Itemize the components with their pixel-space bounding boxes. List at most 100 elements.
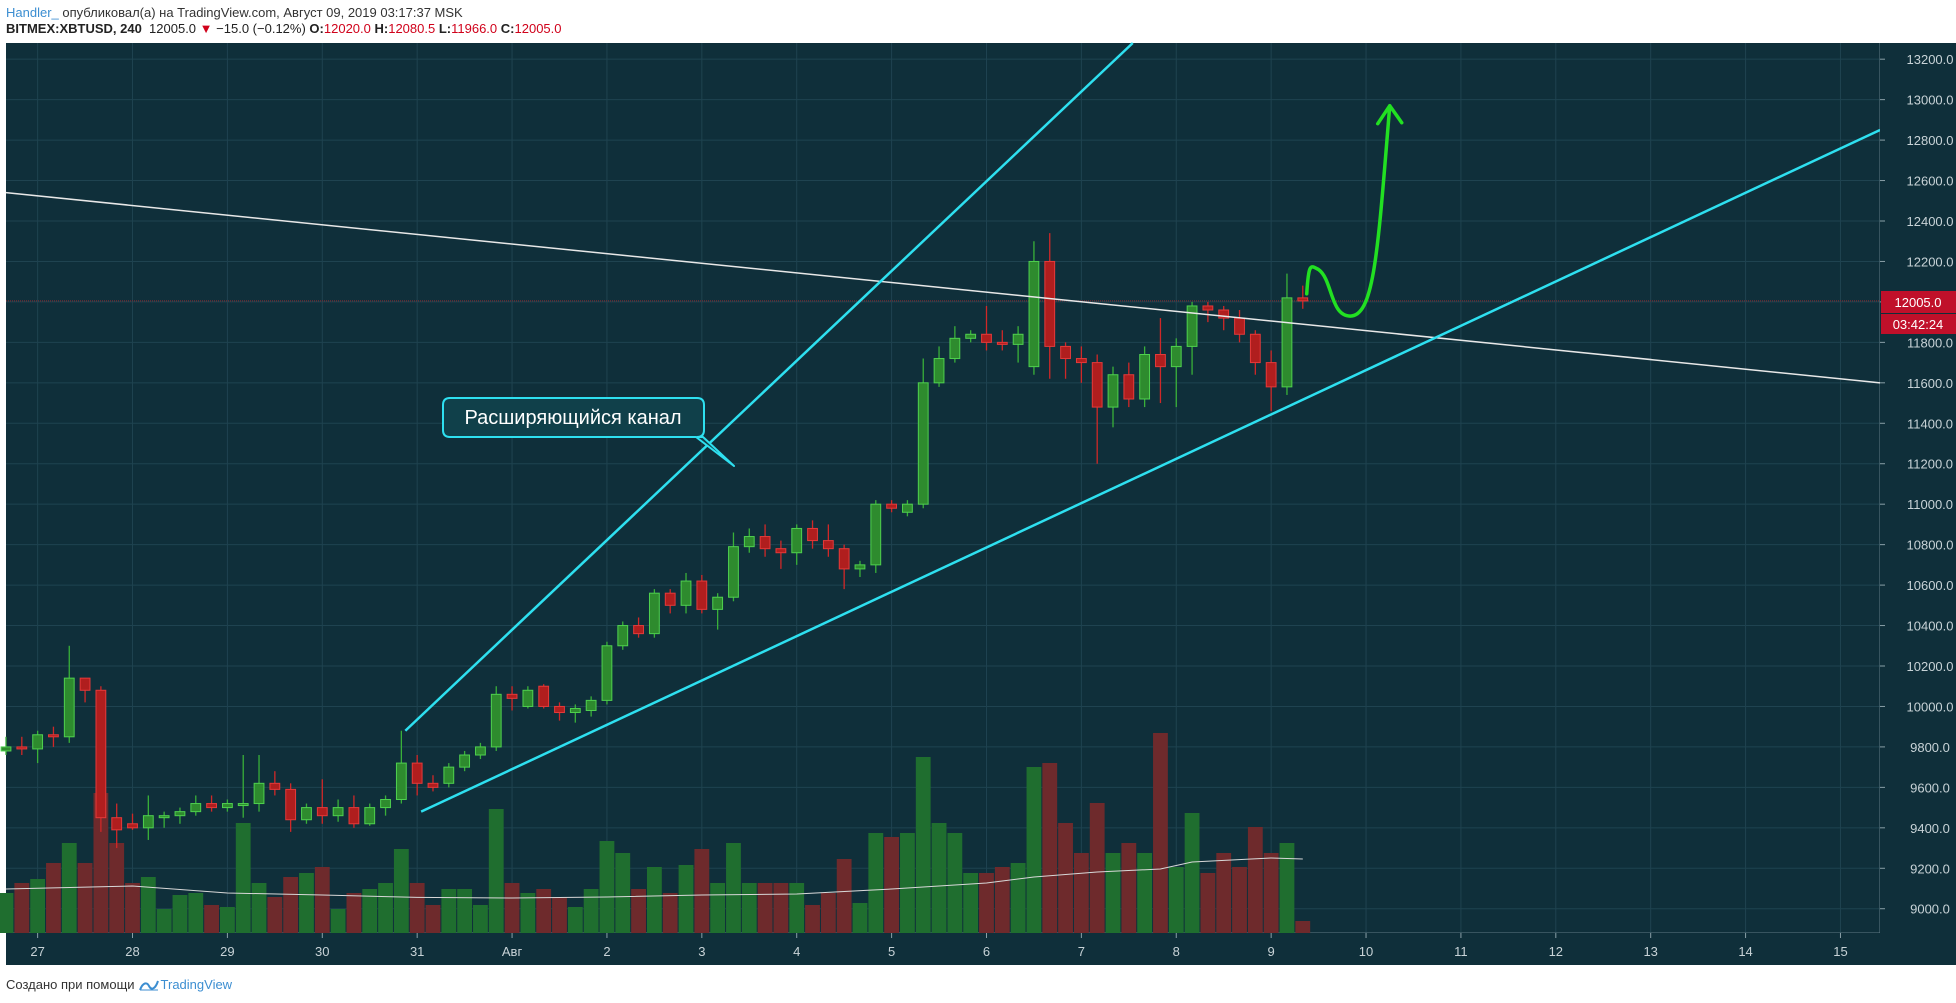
candle-body (585, 699, 597, 711)
candle-body (127, 823, 138, 829)
time-tick-label: 10 (1359, 944, 1373, 959)
volume-bar (1263, 853, 1279, 933)
price-tick-label: 9400.0 (1910, 821, 1950, 836)
candle-body (190, 803, 202, 813)
last-price-label: 12005.0 (1895, 295, 1942, 310)
volume-bar (979, 873, 994, 933)
price-axis-bg (1880, 43, 1956, 933)
channel-upper-line[interactable] (404, 42, 1134, 732)
volume-bar (1216, 853, 1232, 933)
candle-body (743, 536, 755, 548)
volume-bar (1026, 767, 1042, 933)
candle-body (332, 807, 344, 817)
candle-body (538, 685, 550, 707)
candle-body (1028, 260, 1040, 368)
candle-body (1170, 345, 1182, 368)
time-tick-label: 6 (983, 944, 990, 959)
price-tick-label: 11200.0 (1907, 457, 1953, 472)
price-tick-label: 11600.0 (1907, 376, 1953, 391)
candle-body (1234, 317, 1245, 335)
volume-bar (378, 883, 393, 933)
time-axis-bg (6, 933, 1956, 965)
volume-bar (1105, 853, 1121, 933)
volume-bar (251, 883, 267, 933)
volume-bar (900, 833, 915, 933)
tradingview-link[interactable]: TradingView (160, 977, 233, 992)
candle-body (712, 596, 724, 610)
high-label: H: (374, 21, 389, 36)
candles (0, 233, 1309, 849)
price-axis[interactable]: 9000.0 9200.0 9400.0 9600.0 9800.0 10000.0 102… (1880, 43, 1956, 933)
volume-bar (393, 849, 409, 933)
candle-body (459, 754, 471, 768)
volume-bar (1184, 813, 1200, 933)
volume-bar (204, 905, 219, 933)
volume-bar (599, 841, 615, 933)
volume-bar (710, 883, 726, 933)
channel-lower-line[interactable] (420, 128, 1881, 813)
published-text: опубликовал(а) на TradingView.com, Авгус… (62, 5, 463, 20)
candle-body (1044, 260, 1056, 347)
candle-body (1265, 362, 1277, 388)
projection-arrow[interactable] (1304, 103, 1404, 318)
candle-body (348, 807, 360, 825)
volume-bar (46, 863, 61, 933)
candle-body (253, 782, 265, 805)
candle-body (142, 815, 154, 829)
close-label: C: (500, 21, 515, 36)
candle-body (443, 766, 455, 784)
countdown-label: 03:42:24 (1893, 317, 1944, 332)
channel-label: Расширяющийся канал (464, 407, 681, 429)
candle-body (965, 333, 977, 339)
candle-body (411, 762, 423, 784)
time-axis[interactable]: 27 28 29 30 31 Авг 2 3 4 5 6 7 8 9 10 11 12 13 14 15 (6, 933, 1956, 965)
volume-ma-line (5, 857, 1303, 899)
candle-body (949, 337, 961, 360)
candle-body (791, 527, 803, 554)
candle-body (237, 803, 249, 807)
candle-body (301, 807, 312, 821)
price-tick-label: 10400.0 (1907, 619, 1954, 634)
volume-bar (741, 883, 757, 933)
candle-body (775, 548, 787, 554)
volume-bar (441, 889, 457, 933)
candle-body (1186, 305, 1198, 347)
volume-bar (125, 883, 140, 933)
candle-body (981, 333, 992, 343)
candle-body (822, 540, 834, 550)
price-tick-label: 11400.0 (1907, 416, 1953, 431)
candle-body (933, 358, 945, 384)
candle-body (1012, 333, 1024, 345)
candle-body (522, 689, 534, 707)
volume-bar (409, 883, 425, 933)
candle-body (886, 503, 898, 509)
candle-body (1297, 297, 1309, 302)
price-tick-label: 13000.0 (1907, 93, 1954, 108)
candle-body (48, 734, 59, 738)
plot-area[interactable] (6, 43, 1880, 933)
candle-body (633, 625, 644, 635)
candle-body (1155, 354, 1166, 368)
price-tick-label: 9600.0 (1910, 780, 1950, 795)
volume-bar (583, 889, 599, 933)
price-axis-ticks: 9000.0 9200.0 9400.0 9600.0 9800.0 10000.0 102… (1880, 52, 1954, 917)
candle-body (554, 705, 565, 714)
candle-body (269, 782, 281, 790)
callout-box[interactable] (442, 397, 735, 467)
time-tick-label: Авг (502, 944, 523, 959)
volume-bar (30, 879, 46, 933)
candle-body (380, 799, 391, 809)
candle-body (617, 625, 629, 647)
candle-body (664, 592, 676, 606)
descending-trendline[interactable] (5, 191, 1881, 384)
channel-callout[interactable]: Расширяющийся канал (442, 397, 735, 467)
candle-body (854, 564, 866, 570)
candle-body (1075, 358, 1087, 364)
author-link[interactable]: Handler_ (6, 5, 59, 20)
volume-bar (172, 895, 188, 933)
open-value: 12020.0 (323, 21, 371, 36)
publish-info: Handler_ опубликовал(а) на TradingView.c… (6, 5, 463, 20)
candle-body (0, 746, 12, 752)
tradingview-logo-icon (138, 978, 159, 995)
